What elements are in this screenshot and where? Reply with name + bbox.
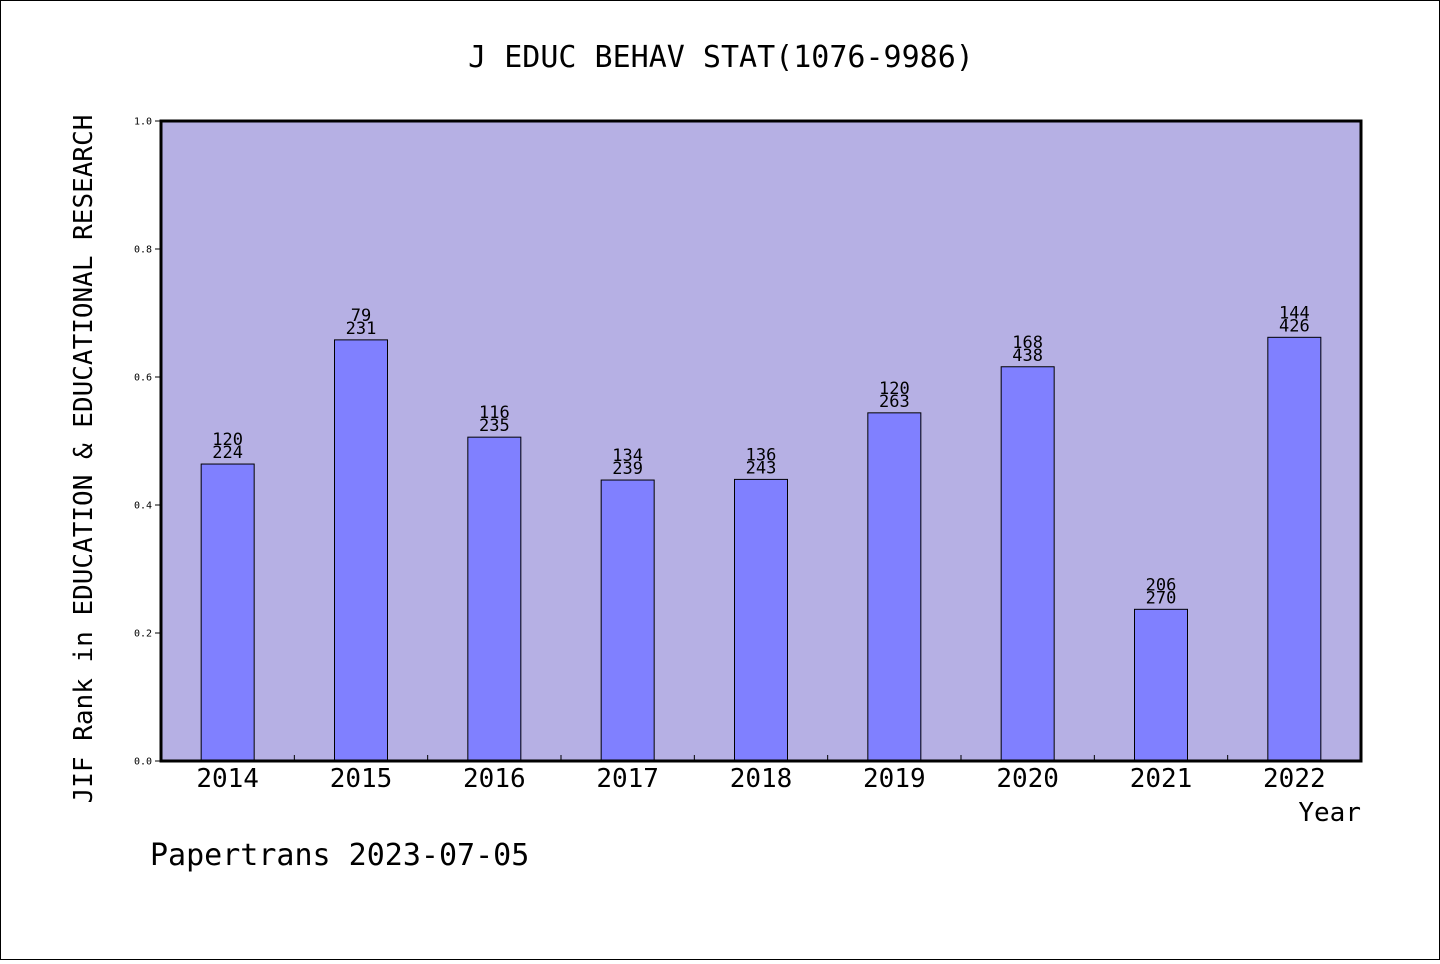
y-tick-label: 1.0 xyxy=(134,117,152,128)
bar-label-rank: 79 xyxy=(351,306,371,326)
bar-label-rank: 120 xyxy=(212,430,243,450)
y-tick-label: 0.4 xyxy=(134,501,152,512)
x-tick-label: 2015 xyxy=(330,764,393,794)
x-tick-label: 2014 xyxy=(196,764,259,794)
plot-border xyxy=(159,119,1363,763)
bar xyxy=(200,463,255,762)
bar-label-rank: 116 xyxy=(479,403,510,423)
bar xyxy=(1134,608,1188,762)
bar xyxy=(734,478,788,762)
bar xyxy=(1267,336,1322,762)
bar xyxy=(334,339,388,762)
bar-label-total: 263 xyxy=(879,392,910,412)
bar-label-rank: 136 xyxy=(746,445,777,465)
y-tick-label: 0.6 xyxy=(134,373,152,384)
bar xyxy=(467,436,522,762)
bar-label-rank: 168 xyxy=(1012,333,1043,353)
bar-label-total: 243 xyxy=(746,458,777,478)
bar-label-total: 231 xyxy=(346,319,377,339)
y-tick-label: 0.0 xyxy=(134,757,152,768)
bar-label-total: 438 xyxy=(1012,346,1043,366)
bar-label-total: 239 xyxy=(612,459,643,479)
x-axis-label: Year xyxy=(1298,798,1361,828)
x-tick-label: 2021 xyxy=(1130,764,1193,794)
x-tick-label: 2022 xyxy=(1263,764,1326,794)
bar xyxy=(600,479,655,762)
x-tick-label: 2019 xyxy=(863,764,926,794)
plot-area: 0.00.20.40.60.81.01202242014792312015116… xyxy=(134,117,1363,794)
bar xyxy=(867,412,922,762)
bar-label-rank: 120 xyxy=(879,379,910,399)
bar-label-rank: 206 xyxy=(1146,575,1177,595)
x-tick-label: 2018 xyxy=(730,764,793,794)
footer-text: Papertrans 2023-07-05 xyxy=(150,838,529,873)
bar-label-total: 426 xyxy=(1279,316,1310,336)
bar xyxy=(1000,366,1055,762)
chart-title: J EDUC BEHAV STAT(1076-9986) xyxy=(468,40,974,75)
bar-label-rank: 134 xyxy=(612,446,643,466)
y-tick-label: 0.2 xyxy=(134,629,152,640)
y-tick-label: 0.8 xyxy=(134,245,152,256)
bar-label-total: 235 xyxy=(479,416,510,436)
bar-label-rank: 144 xyxy=(1279,303,1310,323)
bar-label-total: 224 xyxy=(212,443,243,463)
bar-label-total: 270 xyxy=(1146,588,1177,608)
x-tick-label: 2017 xyxy=(596,764,659,794)
x-tick-label: 2016 xyxy=(463,764,526,794)
x-tick-label: 2020 xyxy=(996,764,1059,794)
y-axis-label: JIF Rank in EDUCATION & EDUCATIONAL RESE… xyxy=(69,115,99,804)
